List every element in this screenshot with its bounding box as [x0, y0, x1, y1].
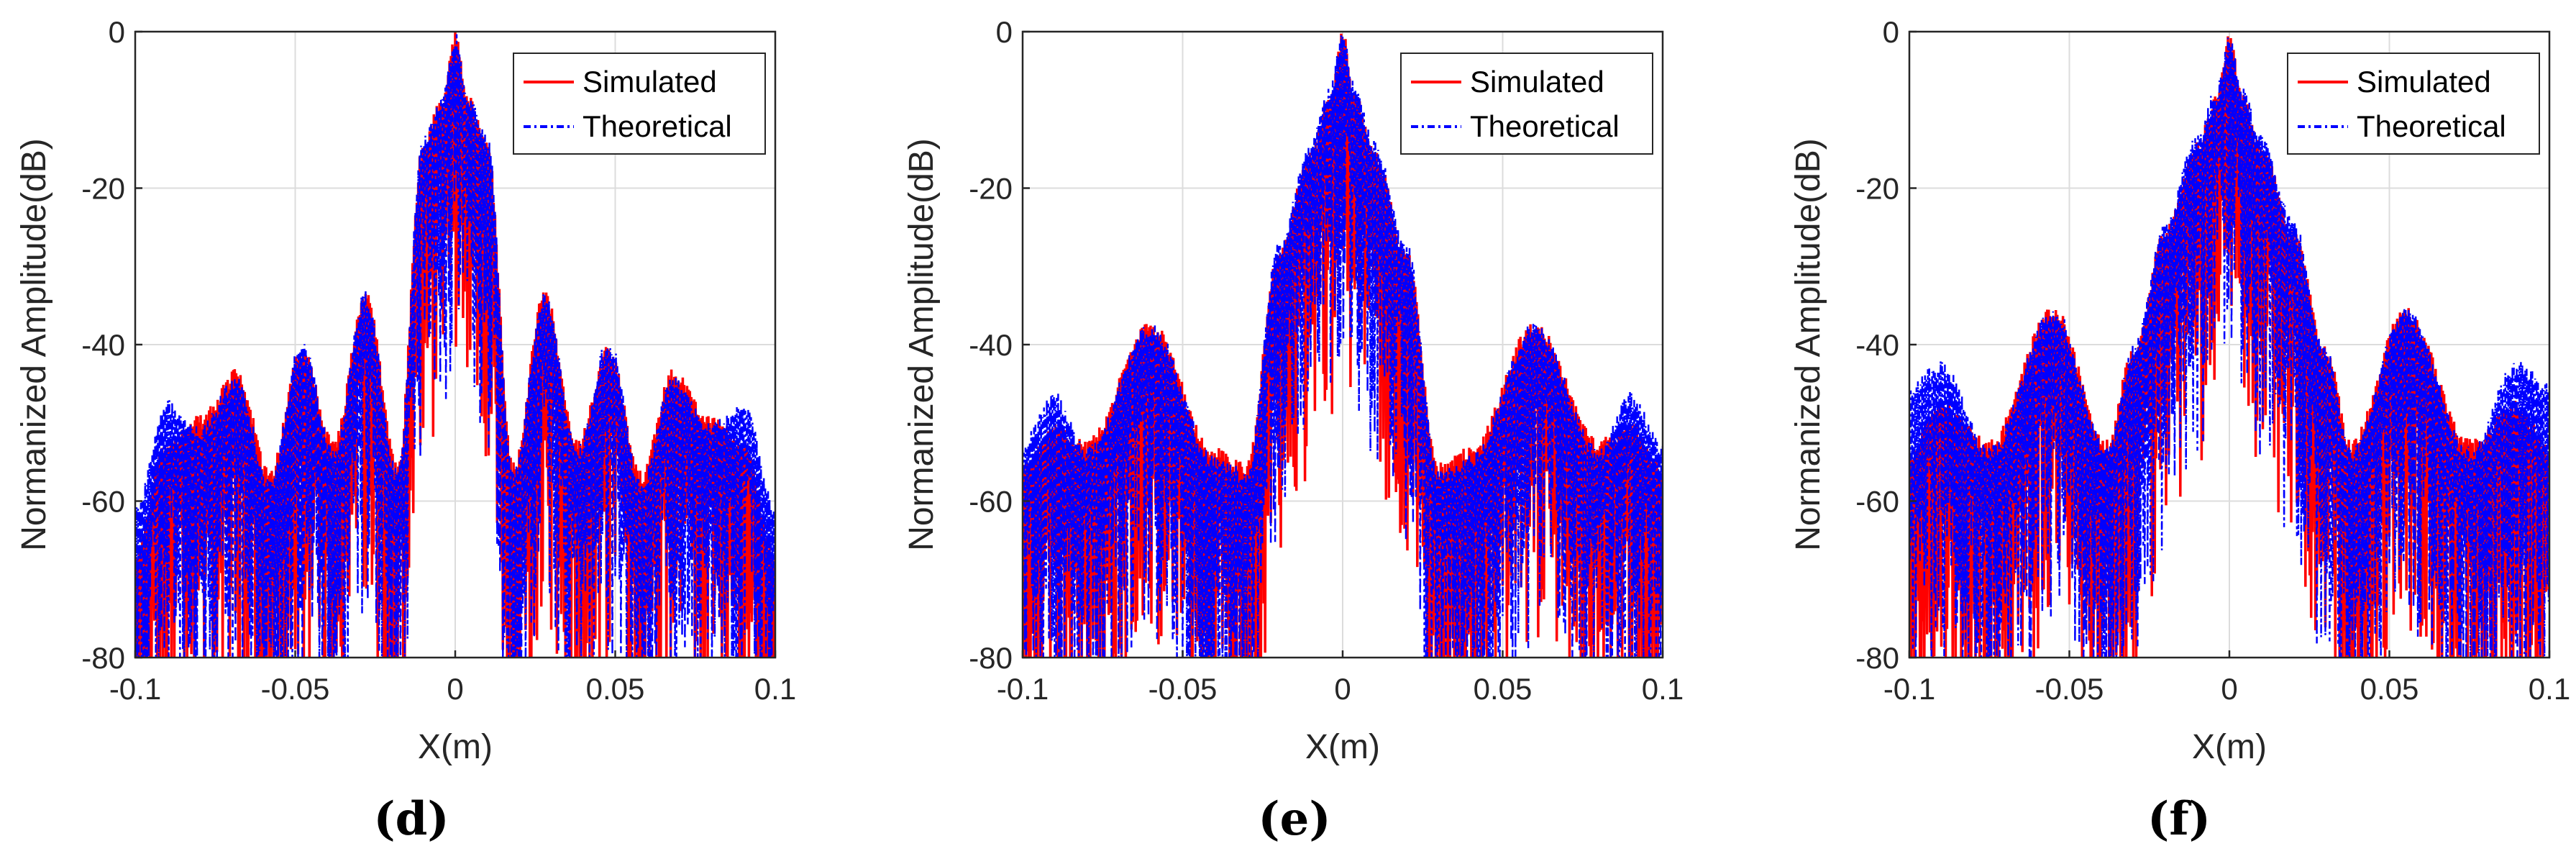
- x-tick-label: -0.05: [1148, 672, 1218, 706]
- y-tick-label: -80: [1855, 641, 1899, 675]
- x-axis-title: X(m): [418, 728, 493, 766]
- y-axis-title: Normanized Amplitude(dB): [903, 138, 941, 551]
- x-tick-label: -0.05: [2035, 672, 2104, 706]
- x-tick-label: 0.05: [586, 672, 645, 706]
- y-tick-label: 0: [996, 15, 1013, 49]
- y-axis-title: Normanized Amplitude(dB): [15, 138, 53, 551]
- series-theoretical-line: [135, 34, 775, 658]
- y-tick-label: -60: [969, 485, 1013, 519]
- legend: Simulated Theoretical: [1400, 53, 1653, 155]
- x-tick-label: 0.1: [2529, 672, 2570, 706]
- chart-panel-e: -0.1 -0.05 0 0.05 0.1 0 -20 -40 -60 -80 X(m) Norman…: [903, 15, 1684, 846]
- series-theoretical-line: [1909, 37, 2549, 658]
- chart-panel-d: -0.1 -0.05 0 0.05 0.1 0 -20 -40 -60 -80 X(m) Norman…: [15, 15, 796, 846]
- legend-label-theoretical: Theoretical: [2357, 109, 2506, 143]
- x-tick-label: -0.1: [997, 672, 1049, 706]
- y-tick-label: -40: [969, 328, 1013, 362]
- legend-box: [1400, 53, 1653, 155]
- legend-box: [2287, 53, 2540, 155]
- x-tick-label: 0.1: [754, 672, 796, 706]
- x-tick-label: -0.05: [261, 672, 330, 706]
- panel-caption: (e): [1258, 792, 1330, 846]
- legend: Simulated Theoretical: [513, 53, 766, 155]
- y-tick-label: -80: [81, 641, 125, 675]
- legend-label-simulated: Simulated: [1470, 65, 1604, 99]
- x-axis-title: X(m): [1305, 728, 1380, 766]
- x-tick-label: 0.1: [1642, 672, 1684, 706]
- x-tick-label: -0.1: [109, 672, 161, 706]
- y-tick-label: 0: [1883, 15, 1899, 49]
- y-axis-title: Normanized Amplitude(dB): [1789, 138, 1827, 551]
- chart-panel-f: -0.1 -0.05 0 0.05 0.1 0 -20 -40 -60 -80 X(m) Norman…: [1789, 15, 2570, 846]
- legend-label-simulated: Simulated: [583, 65, 717, 99]
- y-tick-label: -60: [1855, 485, 1899, 519]
- legend: Simulated Theoretical: [2287, 53, 2540, 155]
- x-tick-label: -0.1: [1883, 672, 1935, 706]
- x-tick-label: 0.05: [1474, 672, 1533, 706]
- x-axis-title: X(m): [2192, 728, 2267, 766]
- x-tick-label: 0: [447, 672, 463, 706]
- y-tick-label: -40: [1855, 328, 1899, 362]
- y-tick-label: -60: [81, 485, 125, 519]
- legend-label-theoretical: Theoretical: [583, 109, 732, 143]
- legend-box: [513, 53, 766, 155]
- y-tick-label: -40: [81, 328, 125, 362]
- x-tick-label: 0: [2221, 672, 2237, 706]
- x-tick-label: 0: [1334, 672, 1351, 706]
- y-tick-label: 0: [109, 15, 125, 49]
- panel-caption: (d): [373, 792, 449, 846]
- panel-caption: (f): [2147, 792, 2211, 846]
- legend-label-theoretical: Theoretical: [1470, 109, 1620, 143]
- y-tick-label: -80: [969, 641, 1013, 675]
- y-tick-label: -20: [1855, 172, 1899, 206]
- y-tick-label: -20: [969, 172, 1013, 206]
- y-tick-label: -20: [81, 172, 125, 206]
- legend-label-simulated: Simulated: [2357, 65, 2491, 99]
- x-tick-label: 0.05: [2360, 672, 2419, 706]
